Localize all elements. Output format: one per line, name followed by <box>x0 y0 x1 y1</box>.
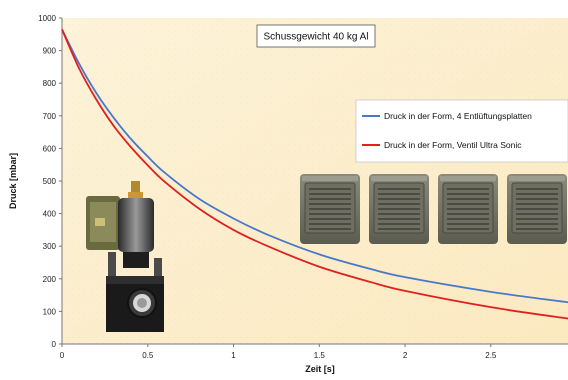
y-tick-label: 300 <box>43 242 57 251</box>
y-tick-label: 200 <box>43 275 57 284</box>
y-tick-label: 400 <box>43 210 57 219</box>
x-tick-label: 1.5 <box>314 351 326 360</box>
y-tick-label: 100 <box>43 307 57 316</box>
y-tick-label: 0 <box>52 340 57 349</box>
venting-plate <box>507 174 567 244</box>
annotation-text: Schussgewicht 40 kg Al <box>263 32 368 43</box>
x-tick-label: 2.5 <box>485 351 497 360</box>
y-tick-label: 900 <box>43 47 57 56</box>
y-tick-label: 700 <box>43 112 57 121</box>
legend: Druck in der Form, 4 Entlüftungsplatten … <box>355 99 568 163</box>
legend-label-red: Druck in der Form, Ventil Ultra Sonic <box>384 140 522 150</box>
series-layer <box>61 29 568 320</box>
y-tick-label: 600 <box>43 144 57 153</box>
x-axis-title: Zeit [s] <box>305 364 335 374</box>
y-tick-label: 1000 <box>38 14 56 23</box>
series-line <box>61 29 568 304</box>
venting-plate <box>438 174 498 244</box>
x-tick-label: 2 <box>403 351 408 360</box>
series-line <box>61 29 568 320</box>
legend-label-blue: Druck in der Form, 4 Entlüftungsplatten <box>384 111 532 121</box>
y-tick-label: 800 <box>43 79 57 88</box>
venting-plate <box>369 174 429 244</box>
x-tick-label: 0.5 <box>142 351 154 360</box>
ultra-sonic-valve-image <box>86 181 164 332</box>
y-axis-title: Druck [mbar] <box>8 153 18 209</box>
x-axis-ticks: 0 0.5 1 1.5 2 2.5 <box>60 344 497 360</box>
y-tick-label: 500 <box>43 177 57 186</box>
venting-plate <box>300 174 360 244</box>
x-tick-label: 0 <box>60 351 65 360</box>
legend-box <box>355 99 568 163</box>
y-axis-ticks: 0 100 200 300 400 500 600 700 800 900 1000 <box>38 14 62 349</box>
annotation-box: Schussgewicht 40 kg Al <box>256 24 376 48</box>
x-tick-label: 1 <box>231 351 236 360</box>
venting-plates-image <box>300 174 567 244</box>
